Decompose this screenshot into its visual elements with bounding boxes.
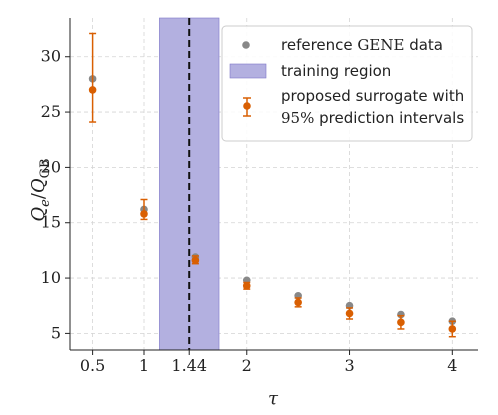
legend: reference GENE data training region prop…: [221, 25, 473, 142]
x-tick-label: 3: [344, 356, 354, 375]
y-axis-title: Qe/QGB: [28, 158, 53, 221]
svg-text:Qe/QGB: Qe/QGB: [28, 158, 53, 221]
x-tick-label: 2: [242, 356, 252, 375]
y-tick-label: 20: [41, 157, 61, 176]
x-tick-label: 1.44: [171, 356, 207, 375]
surrogate-point: [345, 309, 354, 318]
surrogate-point: [294, 298, 302, 307]
y-tick-label: 25: [41, 102, 61, 121]
x-tick-label: 4: [447, 356, 457, 375]
y-tick-label: 15: [41, 213, 61, 232]
legend-surrogate-label-line2: 95% prediction intervals: [281, 109, 464, 127]
legend-reference-marker: [242, 41, 250, 49]
surrogate-point: [191, 256, 200, 265]
x-tick-label: 1: [139, 356, 149, 375]
legend-reference-label: reference GENE data: [281, 36, 443, 54]
surrogate-point: [242, 282, 251, 290]
y-tick-label: 30: [41, 47, 61, 66]
legend-training-swatch: [229, 63, 267, 79]
legend-training-label: training region: [281, 62, 391, 80]
x-axis-title: τ: [268, 388, 279, 409]
legend-surrogate-label-line1: proposed surrogate with: [281, 87, 464, 105]
legend-surrogate-marker: [243, 102, 251, 110]
axes: 0.5 1 1.44 2 3 4 5 10 15 20 25 30: [41, 18, 478, 375]
chart-marks: [88, 32, 457, 338]
surrogate-point: [88, 86, 97, 94]
x-tick-label: 0.5: [80, 356, 105, 375]
surrogate-point: [140, 210, 148, 218]
surrogate-point: [397, 318, 405, 327]
y-tick-label: 10: [41, 268, 61, 287]
y-tick-label: 5: [51, 323, 61, 342]
surrogate-point: [448, 325, 457, 333]
legend-frame: [221, 25, 473, 142]
reference-point: [397, 310, 405, 319]
